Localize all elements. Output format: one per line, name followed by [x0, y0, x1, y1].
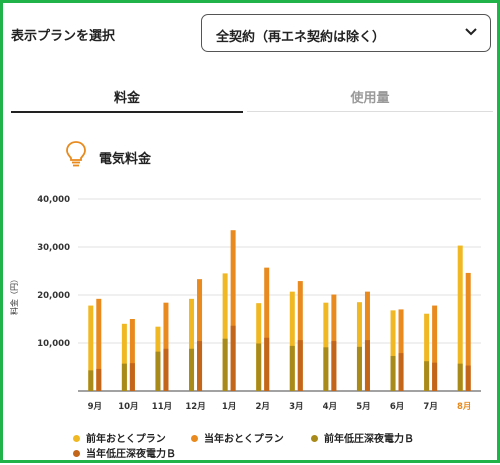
- legend-label: 当年おとくプラン: [204, 434, 284, 445]
- legend-label: 前年低圧深夜電力Ｂ: [324, 434, 414, 445]
- bar-3: [155, 351, 161, 391]
- bar-4: [331, 341, 337, 391]
- y-tick-label: 10,000: [37, 339, 70, 349]
- bar-4: [264, 337, 270, 391]
- bar-1: [189, 298, 195, 391]
- bar-2: [129, 319, 135, 391]
- y-axis-label: 料金（円）: [9, 275, 19, 315]
- legend-swatch: [73, 449, 80, 457]
- bar-4: [432, 362, 438, 391]
- bar-1: [424, 313, 430, 391]
- x-tick-label: 8月: [457, 402, 471, 412]
- bar-3: [390, 355, 396, 391]
- tab-bar: 料金 使用量: [11, 87, 493, 113]
- x-tick-label: 6月: [390, 402, 404, 412]
- x-tick-label: 10月: [118, 402, 138, 412]
- section-title: 電気料金: [99, 152, 152, 167]
- chart-legend: 前年おとくプラン 当年おとくプラン 前年低圧深夜電力Ｂ 当年低圧深夜電力Ｂ: [73, 433, 493, 465]
- fee-bar-chart: 40,000 30,000 20,000 10,000 料金（円） 9月 10月 11月 12月…: [9, 195, 481, 412]
- bar-1: [457, 245, 463, 391]
- bar-2: [264, 267, 270, 391]
- legend-swatch: [73, 434, 80, 442]
- tab-fee[interactable]: 料金: [11, 87, 243, 113]
- legend-label: 前年おとくプラン: [86, 434, 166, 445]
- legend-item: 当年おとくプラン: [191, 433, 284, 447]
- bar-4: [230, 325, 236, 391]
- bar-4: [163, 348, 169, 391]
- plan-select-dropdown[interactable]: 全契約（再エネ契約は除く）: [201, 14, 491, 52]
- x-tick-label: 1月: [222, 402, 236, 412]
- bar-4: [297, 340, 303, 391]
- bar-2: [230, 230, 236, 391]
- bar-3: [457, 363, 463, 391]
- x-tick-label: 12月: [185, 402, 205, 412]
- bar-3: [356, 346, 362, 391]
- legend-item: 前年低圧深夜電力Ｂ: [311, 433, 414, 447]
- bar-3: [256, 343, 262, 391]
- bar-1: [88, 305, 94, 391]
- legend-item: 前年おとくプラン: [73, 433, 166, 447]
- y-tick-label: 20,000: [37, 291, 70, 301]
- bar-4: [398, 353, 404, 391]
- x-tick-label: 5月: [356, 402, 370, 412]
- bar-2: [432, 305, 438, 391]
- bar-4: [465, 365, 471, 391]
- bar-1: [356, 302, 362, 391]
- bar-1: [222, 273, 228, 391]
- plan-select-label: 表示プランを選択: [11, 29, 116, 44]
- bar-4: [364, 340, 370, 391]
- bar-4: [96, 368, 102, 391]
- bar-1: [323, 302, 329, 391]
- bar-1: [121, 323, 127, 391]
- x-tick-label: 4月: [323, 402, 337, 412]
- x-tick-label: 11月: [152, 402, 172, 412]
- bar-1: [390, 310, 396, 391]
- lightbulb-icon: [66, 141, 86, 167]
- legend-swatch: [311, 434, 318, 442]
- x-tick-label: 2月: [255, 402, 269, 412]
- plan-select-value: 全契約（再エネ契約は除く）: [216, 30, 386, 45]
- bar-4: [129, 363, 135, 391]
- legend-label: 当年低圧深夜電力Ｂ: [86, 449, 176, 460]
- y-tick-label: 40,000: [37, 195, 70, 205]
- bar-2: [465, 272, 471, 391]
- bar-3: [189, 348, 195, 391]
- bar-3: [323, 347, 329, 391]
- legend-swatch: [191, 434, 198, 442]
- bar-2: [163, 302, 169, 391]
- x-tick-label: 7月: [423, 402, 437, 412]
- bar-2: [96, 298, 102, 391]
- bar-3: [289, 345, 295, 391]
- bar-1: [289, 291, 295, 391]
- bar-3: [222, 338, 228, 391]
- chevron-down-icon: [465, 28, 477, 36]
- x-tick-label: 9月: [88, 402, 102, 412]
- bar-4: [197, 341, 203, 391]
- bar-2: [197, 279, 203, 391]
- y-tick-label: 30,000: [37, 243, 70, 253]
- bar-2: [297, 281, 303, 391]
- legend-item: 当年低圧深夜電力Ｂ: [73, 448, 176, 462]
- tab-usage[interactable]: 使用量: [247, 87, 493, 112]
- bar-3: [121, 363, 127, 391]
- bar-2: [398, 309, 404, 391]
- bar-3: [424, 361, 430, 391]
- bar-3: [88, 370, 94, 391]
- x-tick-label: 3月: [289, 402, 303, 412]
